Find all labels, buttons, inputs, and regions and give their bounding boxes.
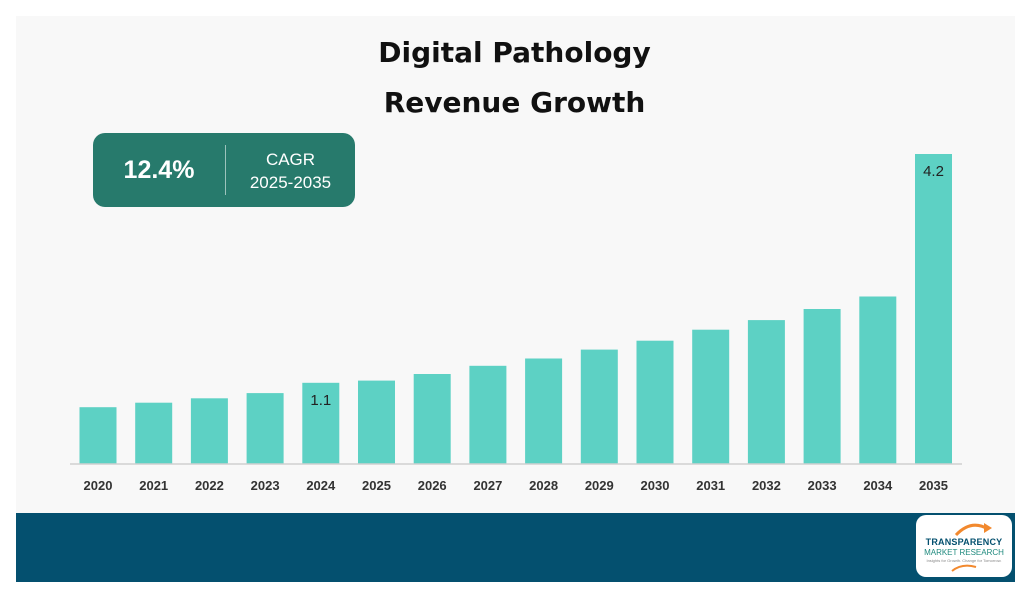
logo-line-2: MARKET RESEARCH [924,548,1004,557]
bar-2034 [859,296,897,464]
x-tick-label-2020: 2020 [84,478,113,493]
x-tick-label-2021: 2021 [139,478,168,493]
cagr-label: CAGR [265,150,316,169]
x-tick-label-2033: 2033 [808,478,837,493]
bar-2030 [636,340,674,464]
data-label-2035: 4.2 [923,163,944,180]
x-tick-label-2034: 2034 [863,478,893,493]
bar-2023 [246,393,284,464]
x-tick-label-2032: 2032 [752,478,781,493]
x-tick-label-2022: 2022 [195,478,224,493]
bar-2031 [692,329,730,464]
bar-2026 [413,374,451,464]
x-tick-label-2025: 2025 [362,478,391,493]
bars-group [79,154,952,464]
chart-title: Digital Pathology Revenue Growth [0,28,1029,128]
footer-band [16,513,1015,582]
x-tick-label-2029: 2029 [585,478,614,493]
bar-2028 [525,358,563,464]
bar-2020 [79,407,117,464]
chart-title-line-2: Revenue Growth [383,86,646,119]
bar-2021 [135,402,173,464]
bar-2035 [915,154,952,464]
x-tick-label-2030: 2030 [641,478,670,493]
x-tick-label-2028: 2028 [529,478,558,493]
logo-line-1: TRANSPARENCY [925,537,1003,547]
x-axis-labels: 2020 2021 2022 2023 2024 2025 2026 2027 2028 2029… [84,478,948,493]
data-labels: 1.1 4.2 [310,163,944,409]
chart-panel [16,16,1015,513]
bar-2033 [803,309,841,464]
company-logo: TRANSPARENCY MARKET RESEARCH Insights fo… [916,515,1012,577]
bar-2025 [358,380,395,464]
data-label-2024: 1.1 [310,392,331,409]
x-tick-label-2024: 2024 [306,478,336,493]
cagr-label-block: CAGR 2025-2035 [226,148,355,194]
x-tick-label-2023: 2023 [251,478,280,493]
logo-tagline: Insights for Growth. Change for Tomorrow… [926,558,1002,563]
bar-2022 [190,398,228,464]
x-tick-label-2027: 2027 [473,478,502,493]
x-tick-label-2035: 2035 [919,478,948,493]
cagr-divider [225,145,226,195]
logo-arrow-icon [951,523,992,572]
cagr-value: 12.4% [123,156,195,184]
chart-title-line-1: Digital Pathology [378,36,651,69]
cagr-period: 2025-2035 [249,173,332,192]
x-tick-label-2031: 2031 [696,478,725,493]
bar-2032 [747,320,785,464]
bar-2024 [302,382,340,464]
bar-2029 [580,349,618,464]
cagr-badge: 12.4% CAGR 2025-2035 [93,133,355,207]
bar-2027 [469,365,507,464]
x-tick-label-2026: 2026 [418,478,447,493]
